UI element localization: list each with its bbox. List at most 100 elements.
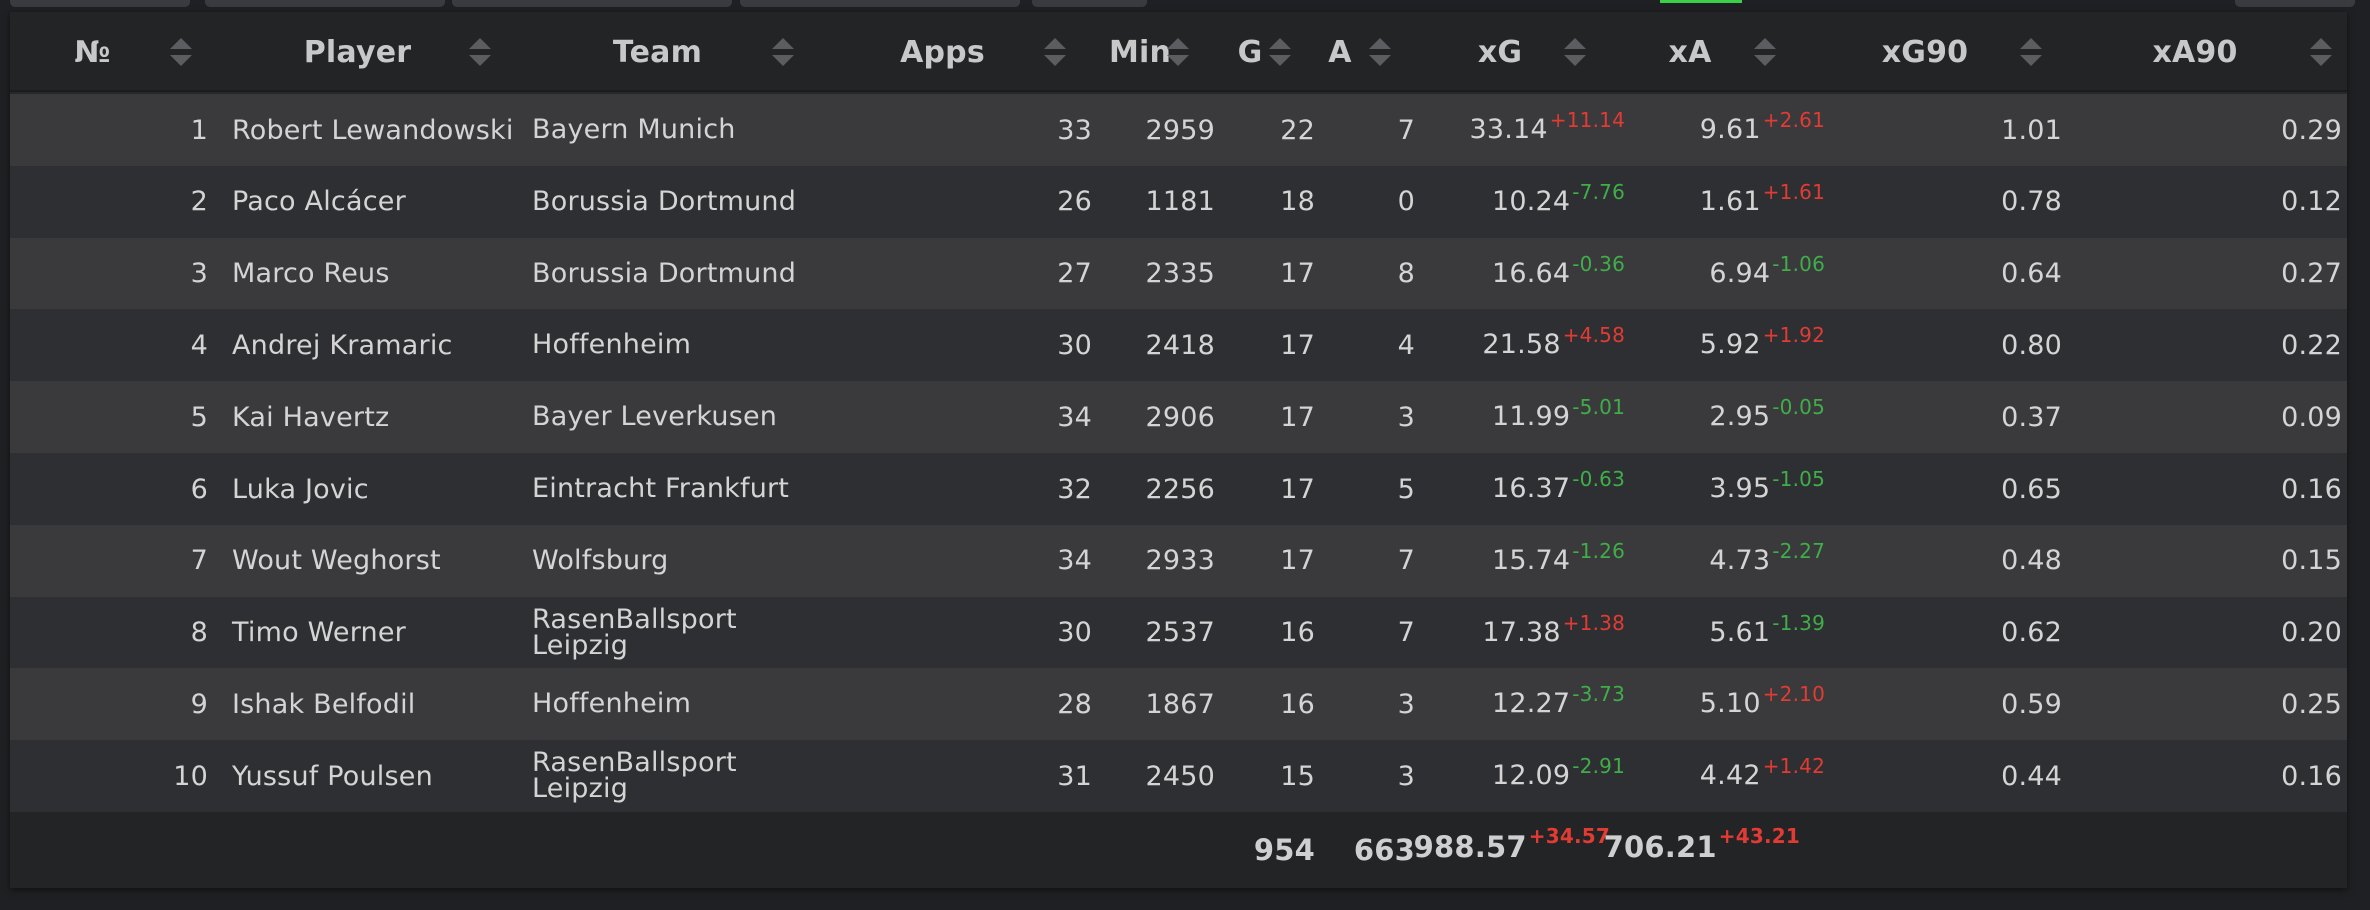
cell-number: 3: [190, 258, 208, 290]
sort-icon[interactable]: [2308, 38, 2334, 66]
cell-xa: 3.95 -1.05: [1600, 453, 1825, 525]
cell-minutes: 1181: [1145, 186, 1215, 218]
sort-icon[interactable]: [1267, 38, 1293, 66]
sort-icon[interactable]: [467, 38, 493, 66]
cell-goals: 17: [1280, 545, 1315, 577]
cell-player[interactable]: Marco Reus: [232, 258, 390, 290]
table-header: № Player Team Apps Min G A xG xA xG90 xA…: [10, 12, 2347, 92]
cell-xa90: 0.16: [2281, 473, 2342, 505]
total-xg-value: 988.57: [1413, 830, 1527, 864]
top-tab[interactable]: [452, 0, 732, 7]
col-header-apps[interactable]: Apps: [900, 34, 985, 70]
cell-xa-value: 5.92: [1699, 329, 1761, 361]
cell-goals: 17: [1280, 329, 1315, 361]
sort-icon[interactable]: [2018, 38, 2044, 66]
cell-apps: 33: [1057, 114, 1092, 146]
table-row[interactable]: 2 Paco Alcácer Borussia Dortmund 26 1181 18 0 0…: [10, 165, 2347, 238]
col-header-player[interactable]: Player: [303, 34, 412, 70]
cell-player[interactable]: Paco Alcácer: [232, 186, 406, 218]
cell-player[interactable]: Timo Werner: [232, 617, 406, 649]
cell-player[interactable]: Kai Havertz: [232, 401, 390, 433]
cell-xa: 4.42 +1.42: [1600, 740, 1825, 812]
sort-icon[interactable]: [1042, 38, 1068, 66]
col-header-xg90[interactable]: xG90: [1881, 34, 1969, 70]
cell-xa-delta: +1.92: [1762, 323, 1825, 348]
cell-team[interactable]: Hoffenheim: [532, 329, 692, 361]
cell-xa: 4.73 -2.27: [1600, 525, 1825, 597]
cell-xa90: 0.29: [2281, 114, 2342, 146]
cell-apps: 31: [1057, 760, 1092, 792]
top-tab[interactable]: [2235, 0, 2355, 7]
cell-xa-value: 5.10: [1699, 688, 1761, 720]
top-tab[interactable]: [1032, 0, 1147, 7]
cell-player[interactable]: Wout Weghorst: [232, 545, 441, 577]
cell-team[interactable]: RasenBallsport Leipzig: [532, 747, 737, 805]
top-tab[interactable]: [205, 0, 445, 7]
table-row[interactable]: 7 Wout Weghorst Wolfsburg 34 2933 17 7 0.48 0.15…: [10, 524, 2347, 597]
cell-team[interactable]: Borussia Dortmund: [532, 185, 797, 217]
total-xa-delta: +43.21: [1718, 824, 1800, 848]
col-header-min[interactable]: Min: [1108, 34, 1172, 70]
sort-icon[interactable]: [1562, 38, 1588, 66]
active-indicator: [1660, 0, 1742, 3]
col-header-number[interactable]: №: [74, 34, 111, 70]
top-tab[interactable]: [10, 0, 190, 7]
table-row[interactable]: 6 Luka Jovic Eintracht Frankfurt 32 2256 17 5 0…: [10, 453, 2347, 525]
cell-xa: 2.95 -0.05: [1600, 381, 1825, 453]
cell-minutes: 2418: [1145, 329, 1215, 361]
cell-xg90: 0.48: [2001, 545, 2062, 577]
total-xg: 988.57 +34.57: [1410, 812, 1610, 888]
col-header-team[interactable]: Team: [612, 34, 703, 70]
cell-xg90: 0.64: [2001, 258, 2062, 290]
cell-apps: 30: [1057, 617, 1092, 649]
cell-team[interactable]: Borussia Dortmund: [532, 257, 797, 289]
col-header-xa90[interactable]: xA90: [2152, 34, 2238, 70]
sort-icon[interactable]: [770, 38, 796, 66]
table-row[interactable]: 8 Timo Werner RasenBallsport Leipzig 30 2537…: [10, 596, 2347, 669]
table-row[interactable]: 10 Yussuf Poulsen RasenBallsport Leipzig 31…: [10, 740, 2347, 813]
cell-xa-value: 6.94: [1709, 257, 1771, 289]
sort-icon[interactable]: [1752, 38, 1778, 66]
cell-team[interactable]: Wolfsburg: [532, 544, 669, 576]
cell-player[interactable]: Andrej Kramaric: [232, 329, 453, 361]
cell-player[interactable]: Luka Jovic: [232, 473, 369, 505]
cell-assists: 7: [1397, 617, 1415, 649]
cell-goals: 17: [1280, 258, 1315, 290]
col-header-assists[interactable]: A: [1328, 34, 1352, 70]
table-row[interactable]: 5 Kai Havertz Bayer Leverkusen 34 2906 17 3 0.3…: [10, 381, 2347, 454]
cell-xg: 17.38 +1.38: [1410, 597, 1625, 669]
cell-team[interactable]: Eintracht Frankfurt: [532, 473, 790, 504]
cell-xa-value: 4.73: [1709, 544, 1771, 576]
cell-apps: 27: [1057, 258, 1092, 290]
total-assists: 663: [1353, 833, 1415, 867]
cell-xg-value: 11.99: [1491, 401, 1571, 433]
cell-xg90: 0.80: [2001, 329, 2062, 361]
cell-number: 8: [190, 617, 208, 649]
table-row[interactable]: 4 Andrej Kramaric Hoffenheim 30 2418 17 4 0.80 0…: [10, 309, 2347, 382]
cell-player[interactable]: Yussuf Poulsen: [232, 760, 433, 792]
sort-icon[interactable]: [1165, 38, 1191, 66]
cell-xg: 15.74 -1.26: [1410, 525, 1625, 597]
cell-assists: 0: [1397, 186, 1415, 218]
cell-xa: 9.61 +2.61: [1600, 94, 1825, 166]
top-tab[interactable]: [740, 0, 1020, 7]
cell-player[interactable]: Ishak Belfodil: [232, 688, 416, 720]
cell-xa: 5.61 -1.39: [1600, 597, 1825, 669]
cell-team[interactable]: Bayer Leverkusen: [532, 401, 778, 433]
cell-team[interactable]: RasenBallsport Leipzig: [532, 603, 737, 661]
cell-team[interactable]: Hoffenheim: [532, 688, 692, 720]
table-row[interactable]: 1 Robert Lewandowski Bayern Munich 33 2959 22…: [10, 94, 2347, 166]
col-header-xg[interactable]: xG: [1477, 34, 1523, 70]
cell-xg-delta: -0.36: [1572, 251, 1625, 276]
cell-player[interactable]: Robert Lewandowski: [232, 114, 514, 146]
sort-icon[interactable]: [168, 38, 194, 66]
sort-icon[interactable]: [1367, 38, 1393, 66]
col-header-xa[interactable]: xA: [1668, 34, 1712, 70]
cell-xg90: 0.65: [2001, 473, 2062, 505]
table-row[interactable]: 3 Marco Reus Borussia Dortmund 27 2335 17 8 0.6…: [10, 237, 2347, 310]
cell-team[interactable]: Bayern Munich: [532, 114, 736, 145]
cell-number: 9: [190, 688, 208, 720]
col-header-goals[interactable]: G: [1237, 34, 1263, 70]
table-row[interactable]: 9 Ishak Belfodil Hoffenheim 28 1867 16 3 0.59 0.…: [10, 668, 2347, 741]
cell-xg-delta: -5.01: [1572, 395, 1625, 420]
